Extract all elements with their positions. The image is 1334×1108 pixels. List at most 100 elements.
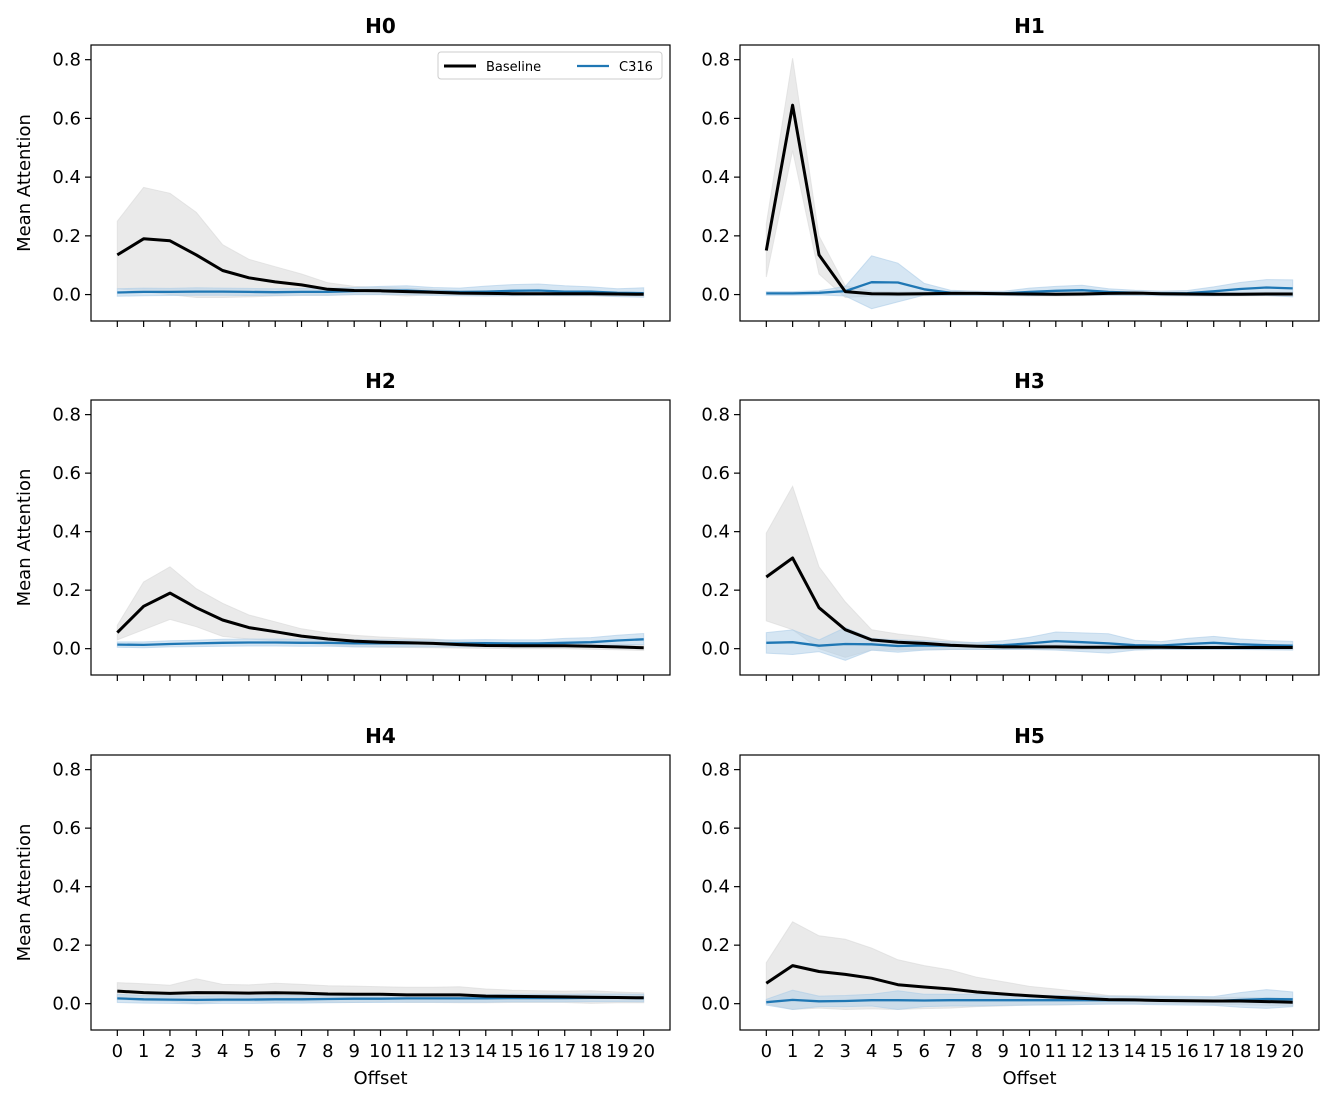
series-line-baseline bbox=[765, 556, 1293, 649]
series-line-baseline bbox=[117, 989, 644, 1000]
y-tick-label: 0.8 bbox=[701, 405, 730, 426]
x-tick-label: 6 bbox=[919, 1041, 930, 1062]
y-tick-label: 0.8 bbox=[52, 405, 81, 426]
x-tick-label: 8 bbox=[971, 1041, 982, 1062]
x-tick-label: 7 bbox=[296, 1041, 307, 1062]
x-tick-label: 16 bbox=[1176, 1041, 1199, 1062]
x-tick-label: 18 bbox=[1229, 1041, 1252, 1062]
x-tick-label: 11 bbox=[1044, 1041, 1067, 1062]
series-line-baseline bbox=[116, 237, 644, 296]
axes-frame bbox=[90, 399, 671, 676]
y-tick-label: 0.2 bbox=[701, 226, 730, 247]
x-tick-label: 0 bbox=[761, 1041, 772, 1062]
x-tick-label: 17 bbox=[1202, 1041, 1225, 1062]
y-tick-label: 0.8 bbox=[52, 760, 81, 781]
y-axis-label: Mean Attention bbox=[14, 469, 35, 607]
legend-label-c316: C316 bbox=[619, 60, 653, 75]
y-tick-label: 0.6 bbox=[52, 108, 81, 129]
y-tick-label: 0.6 bbox=[701, 463, 730, 484]
x-tick-label: 6 bbox=[270, 1041, 281, 1062]
x-tick-label: 18 bbox=[580, 1041, 603, 1062]
x-tick-label: 5 bbox=[243, 1041, 254, 1062]
y-tick-label: 0.4 bbox=[52, 522, 81, 543]
x-tick-label: 1 bbox=[787, 1041, 798, 1062]
y-tick-label: 0.0 bbox=[701, 285, 730, 306]
series-line-baseline bbox=[764, 103, 1293, 296]
x-tick-label: 9 bbox=[348, 1041, 359, 1062]
y-tick-label: 0.6 bbox=[52, 818, 81, 839]
y-tick-label: 0.4 bbox=[701, 877, 730, 898]
panel-title: H1 bbox=[1014, 14, 1045, 38]
series-line-baseline bbox=[116, 591, 644, 650]
x-tick-label: 13 bbox=[448, 1041, 471, 1062]
y-tick-label: 0.8 bbox=[701, 50, 730, 71]
panel-h2: H2 0.0 0.2 0.4 0.6 0.8 Mean Attention bbox=[14, 369, 671, 681]
panel-title: H3 bbox=[1014, 369, 1045, 393]
y-tick-label: 0.6 bbox=[52, 463, 81, 484]
legend-frame bbox=[437, 51, 663, 80]
x-tick-label: 7 bbox=[945, 1041, 956, 1062]
y-tick-label: 0.4 bbox=[52, 877, 81, 898]
x-tick-label: 0 bbox=[112, 1041, 123, 1062]
y-tick-label: 0.2 bbox=[52, 226, 81, 247]
x-tick-label: 10 bbox=[1018, 1041, 1041, 1062]
panel-title: H4 bbox=[365, 724, 396, 748]
y-tick-label: 0.2 bbox=[52, 935, 81, 956]
x-axis-label: Offset bbox=[1002, 1068, 1056, 1089]
x-tick-label: 11 bbox=[395, 1041, 418, 1062]
x-tick-label: 2 bbox=[813, 1041, 824, 1062]
y-tick-label: 0.8 bbox=[701, 760, 730, 781]
y-tick-label: 0.2 bbox=[701, 935, 730, 956]
confidence-band-c316 bbox=[765, 255, 1294, 310]
x-tick-label: 20 bbox=[632, 1041, 655, 1062]
y-tick-label: 0.4 bbox=[701, 522, 730, 543]
y-tick-label: 0.2 bbox=[701, 580, 730, 601]
legend: Baseline C316 bbox=[437, 51, 663, 80]
y-axis-label: Mean Attention bbox=[14, 824, 35, 962]
panel-title: H0 bbox=[365, 14, 396, 38]
y-tick-label: 0.4 bbox=[52, 167, 81, 188]
panel-h1: H1 0.0 0.2 0.4 0.6 0.8 bbox=[701, 14, 1320, 327]
x-tick-label: 3 bbox=[191, 1041, 202, 1062]
y-tick-label: 0.0 bbox=[701, 994, 730, 1015]
y-tick-label: 0.0 bbox=[52, 639, 81, 660]
x-tick-label: 19 bbox=[1255, 1041, 1278, 1062]
panel-h4: H40.00.20.40.60.80 1 2 3 4 5 6 7 8 9 10 11 12 13 14 15 1… bbox=[14, 724, 671, 1089]
y-tick-label: 0.6 bbox=[701, 108, 730, 129]
legend-label-baseline: Baseline bbox=[486, 60, 541, 75]
x-tick-label: 4 bbox=[217, 1041, 228, 1062]
y-tick-label: 0.6 bbox=[701, 818, 730, 839]
y-tick-label: 0.4 bbox=[701, 167, 730, 188]
x-tick-label: 20 bbox=[1281, 1041, 1304, 1062]
x-tick-label: 12 bbox=[422, 1041, 445, 1062]
y-axis-label: Mean Attention bbox=[14, 114, 35, 252]
x-tick-label: 19 bbox=[606, 1041, 629, 1062]
x-tick-label: 13 bbox=[1097, 1041, 1120, 1062]
confidence-band-baseline bbox=[765, 58, 1294, 299]
y-tick-label: 0.8 bbox=[52, 50, 81, 71]
x-tick-label: 12 bbox=[1071, 1041, 1094, 1062]
panel-h3: H3 0.0 0.2 0.4 0.6 0.8 bbox=[701, 369, 1320, 681]
y-tick-label: 0.0 bbox=[52, 285, 81, 306]
x-tick-label: 3 bbox=[840, 1041, 851, 1062]
x-tick-label: 1 bbox=[138, 1041, 149, 1062]
series-line-c316 bbox=[766, 281, 1293, 295]
y-tick-label: 0.0 bbox=[701, 639, 730, 660]
y-tick-label: 0.0 bbox=[52, 994, 81, 1015]
x-tick-label: 14 bbox=[474, 1041, 497, 1062]
x-tick-label: 5 bbox=[892, 1041, 903, 1062]
series-line-baseline bbox=[765, 964, 1293, 1004]
series-line-c316 bbox=[766, 639, 1293, 648]
x-tick-label: 16 bbox=[527, 1041, 550, 1062]
x-tick-label: 15 bbox=[501, 1041, 524, 1062]
x-axis-label: Offset bbox=[353, 1068, 407, 1089]
x-tick-label: 10 bbox=[369, 1041, 392, 1062]
x-tick-label: 17 bbox=[553, 1041, 576, 1062]
confidence-band-baseline bbox=[116, 186, 645, 298]
x-tick-label: 4 bbox=[866, 1041, 877, 1062]
panel-title: H2 bbox=[365, 369, 396, 393]
x-tick-label: 2 bbox=[164, 1041, 175, 1062]
panel-h5: H50.00.20.40.60.80 1 2 3 4 5 6 7 8 9 10 11 12 13 14 15 1… bbox=[701, 724, 1320, 1089]
panel-title: H5 bbox=[1014, 724, 1045, 748]
